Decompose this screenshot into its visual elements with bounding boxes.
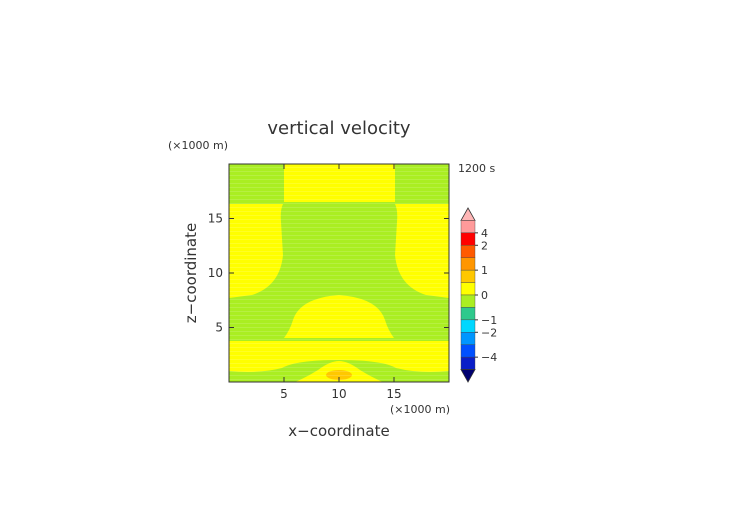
y-tick-label: 5	[215, 321, 223, 335]
colorbar-swatch	[460, 232, 476, 246]
colorbar-swatch	[460, 257, 476, 271]
y-unit-label: (×1000 m)	[168, 139, 228, 152]
colorbar-swatch	[460, 332, 476, 345]
y-tick-label: 15	[208, 212, 223, 226]
colorbar-cap-bottom	[460, 369, 476, 383]
x-tick-label: 15	[386, 387, 401, 401]
colorbar-tick-label: 2	[481, 239, 488, 252]
colorbar: 42 1 0 −1−2 −4	[460, 207, 497, 383]
colorbar-swatch	[460, 220, 476, 234]
x-axis-label: x−coordinate	[288, 422, 389, 440]
colorbar-swatch	[460, 269, 476, 283]
colorbar-tick-label: −1	[481, 314, 497, 327]
chart-title: vertical velocity	[267, 118, 411, 139]
x-tick-label: 10	[331, 387, 346, 401]
colorbar-swatch	[460, 282, 476, 296]
colorbar-tick-label: 0	[481, 289, 488, 302]
x-unit-label: (×1000 m)	[390, 403, 450, 416]
colorbar-tick-label: −4	[481, 351, 497, 364]
colorbar-tick-label: 1	[481, 264, 488, 277]
colorbar-swatch	[460, 319, 476, 333]
field-texture	[229, 164, 449, 382]
axes: 5 10 15 5 10 15	[208, 163, 450, 401]
plot-area	[229, 164, 449, 382]
y-axis-label: z−coordinate	[182, 223, 200, 323]
colorbar-swatch	[460, 307, 476, 321]
x-tick-label: 5	[280, 387, 288, 401]
colorbar-swatch	[460, 344, 476, 358]
colorbar-tick-label: 4	[481, 227, 488, 240]
y-tick-label: 10	[208, 266, 223, 280]
time-label: 1200 s	[458, 162, 495, 175]
colorbar-cap-top	[460, 207, 476, 221]
colorbar-swatch	[460, 245, 476, 258]
colorbar-tick-label: −2	[481, 326, 497, 339]
colorbar-swatch	[460, 294, 476, 308]
colorbar-swatch	[460, 356, 476, 370]
